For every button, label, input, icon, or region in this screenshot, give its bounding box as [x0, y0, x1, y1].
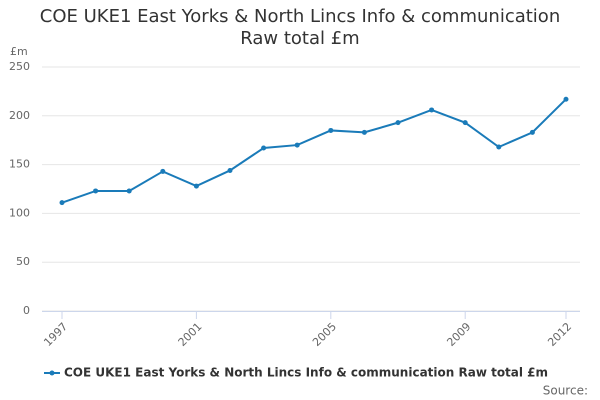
point	[59, 200, 65, 206]
point	[193, 183, 199, 189]
x-tick-label: 2012	[545, 320, 574, 349]
point	[496, 144, 502, 150]
point	[261, 145, 267, 151]
point	[93, 188, 99, 194]
point	[328, 127, 334, 133]
y-tick-label: 100	[9, 206, 30, 219]
y-tick-label: 0	[23, 304, 30, 317]
x-tick-label: 1997	[41, 320, 70, 349]
legend-label: COE UKE1 East Yorks & North Lincs Info &…	[64, 366, 548, 380]
point	[227, 167, 233, 173]
point	[294, 142, 300, 148]
y-tick-label: 150	[9, 158, 30, 171]
point	[529, 129, 535, 135]
source: Source:	[543, 384, 588, 398]
y-tick-label: 50	[16, 255, 30, 268]
line	[61, 98, 567, 204]
x-tick-label: 2005	[310, 320, 339, 349]
point	[126, 188, 132, 194]
y-tick-label: 200	[9, 109, 30, 122]
point	[361, 129, 367, 135]
chart-title: COE UKE1 East Yorks & North Lincs Info &…	[39, 6, 561, 49]
legend-marker	[49, 370, 55, 376]
point	[395, 120, 401, 126]
y-axis-label: £m	[10, 45, 28, 58]
point	[462, 120, 468, 126]
point	[563, 96, 569, 102]
x-tick-label: 2009	[444, 320, 473, 349]
point	[160, 168, 166, 174]
point	[429, 107, 435, 113]
x-tick-label: 2001	[176, 320, 205, 349]
y-tick-label: 250	[9, 60, 30, 73]
